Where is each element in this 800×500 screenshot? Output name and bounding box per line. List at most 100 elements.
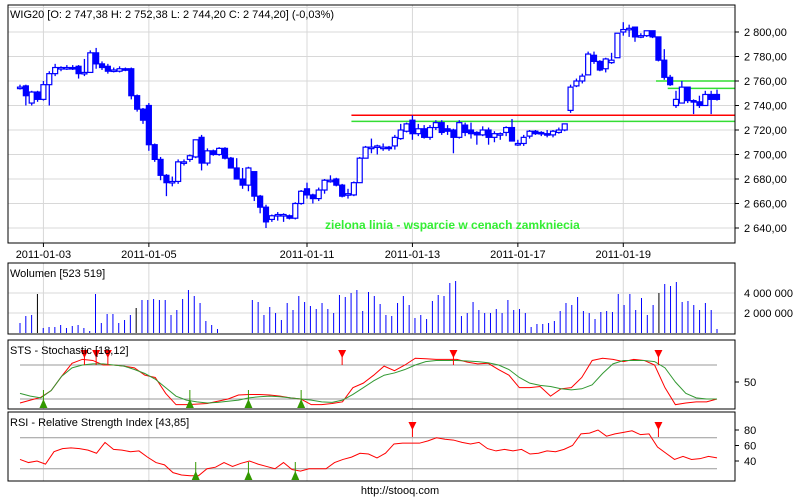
- candle: [81, 58, 88, 77]
- candle: [134, 94, 141, 112]
- stochastic-line-k: [19, 357, 718, 406]
- candle-body: [485, 129, 492, 138]
- candle: [667, 74, 674, 86]
- candle: [485, 127, 492, 145]
- y-tick-label: 2 000 000: [744, 308, 793, 320]
- footer-link[interactable]: http://stooq.com: [360, 485, 440, 497]
- candle-body: [268, 215, 275, 221]
- candle-body: [315, 189, 322, 200]
- candle: [491, 131, 498, 143]
- candle-body: [104, 65, 111, 72]
- candle-body: [122, 68, 129, 71]
- candle-body: [520, 136, 527, 145]
- candle: [608, 52, 615, 64]
- candle-body: [262, 206, 270, 223]
- candle-body: [239, 178, 246, 186]
- candle: [157, 156, 164, 181]
- y-tick-label: 2 780,00: [744, 52, 787, 64]
- candle: [339, 183, 346, 198]
- stochastic-line-d: [19, 359, 717, 404]
- candle: [643, 30, 650, 37]
- candle: [104, 63, 111, 74]
- candle: [462, 122, 469, 137]
- candle: [204, 148, 211, 166]
- buy-signal-triangle-icon: [39, 399, 48, 408]
- candle-body: [397, 129, 404, 140]
- candle: [286, 214, 293, 220]
- sell-signal-triangle-icon: [338, 350, 347, 358]
- candle: [713, 89, 721, 101]
- candle: [409, 115, 416, 140]
- candle-body: [667, 76, 674, 86]
- candle-body: [303, 188, 311, 196]
- stock-chart: WIG20 [O: 2 747,38 H: 2 752,38 L: 2 744,…: [7, 4, 793, 482]
- candle-body: [362, 146, 369, 159]
- candle-body: [497, 133, 504, 136]
- candle-body: [614, 32, 621, 59]
- candle: [274, 212, 281, 221]
- candle-body: [286, 215, 293, 219]
- candle: [216, 147, 223, 156]
- candle: [444, 125, 451, 135]
- candle-body: [579, 75, 586, 82]
- candle: [596, 60, 603, 72]
- candle-body: [590, 54, 598, 63]
- candle: [303, 182, 311, 199]
- x-tick-label: 2011-01-11: [280, 249, 335, 261]
- sell-signal-triangle-icon: [654, 422, 663, 430]
- candle: [456, 120, 463, 139]
- candle-body: [374, 145, 381, 149]
- candle: [555, 127, 562, 134]
- candle-body: [298, 190, 305, 205]
- y-tick-label: 4 000 000: [744, 288, 793, 300]
- candle-body: [98, 63, 106, 69]
- candle-body: [251, 171, 258, 197]
- y-tick-label: 2 740,00: [744, 101, 787, 113]
- stochastic-panel-frame: [7, 339, 736, 410]
- candle: [532, 130, 539, 135]
- candle: [145, 103, 152, 151]
- candle: [46, 71, 53, 106]
- candle: [298, 190, 305, 205]
- candle: [403, 122, 410, 133]
- candle-body: [696, 101, 703, 107]
- candle-body: [175, 161, 182, 183]
- candle: [280, 213, 287, 222]
- candle-body: [526, 130, 533, 137]
- sell-signal-triangle-icon: [103, 350, 112, 358]
- candle: [702, 90, 709, 107]
- candle: [655, 36, 662, 62]
- candle: [40, 81, 47, 101]
- candle: [321, 179, 328, 194]
- candle-body: [233, 167, 240, 180]
- candle: [590, 51, 598, 64]
- candle-body: [163, 174, 170, 184]
- buy-signal-triangle-icon: [291, 471, 300, 480]
- candle: [614, 32, 621, 59]
- candle-body: [204, 150, 211, 164]
- candle: [708, 90, 715, 115]
- candle-body: [491, 133, 498, 138]
- candle-body: [69, 66, 76, 70]
- sell-signal-triangle-icon: [408, 422, 417, 430]
- candle: [585, 51, 592, 76]
- y-tick-label: 2 760,00: [744, 76, 787, 88]
- candle-body: [690, 99, 697, 103]
- candle-body: [40, 84, 47, 100]
- candle-body: [227, 157, 234, 169]
- candle-body: [46, 73, 53, 86]
- candle-body: [596, 60, 603, 71]
- candle-body: [151, 144, 158, 160]
- y-tick-label: 80: [744, 425, 756, 437]
- candle: [315, 187, 322, 202]
- candle-body: [139, 108, 147, 121]
- candle: [479, 126, 486, 137]
- candle-body: [602, 58, 609, 70]
- candle-body: [514, 142, 521, 146]
- candle-body: [221, 147, 229, 159]
- candle: [262, 204, 270, 228]
- candle-body: [649, 30, 656, 38]
- candle-body: [380, 146, 387, 150]
- candle-body: [16, 86, 24, 90]
- y-tick-label: 2 720,00: [744, 125, 787, 137]
